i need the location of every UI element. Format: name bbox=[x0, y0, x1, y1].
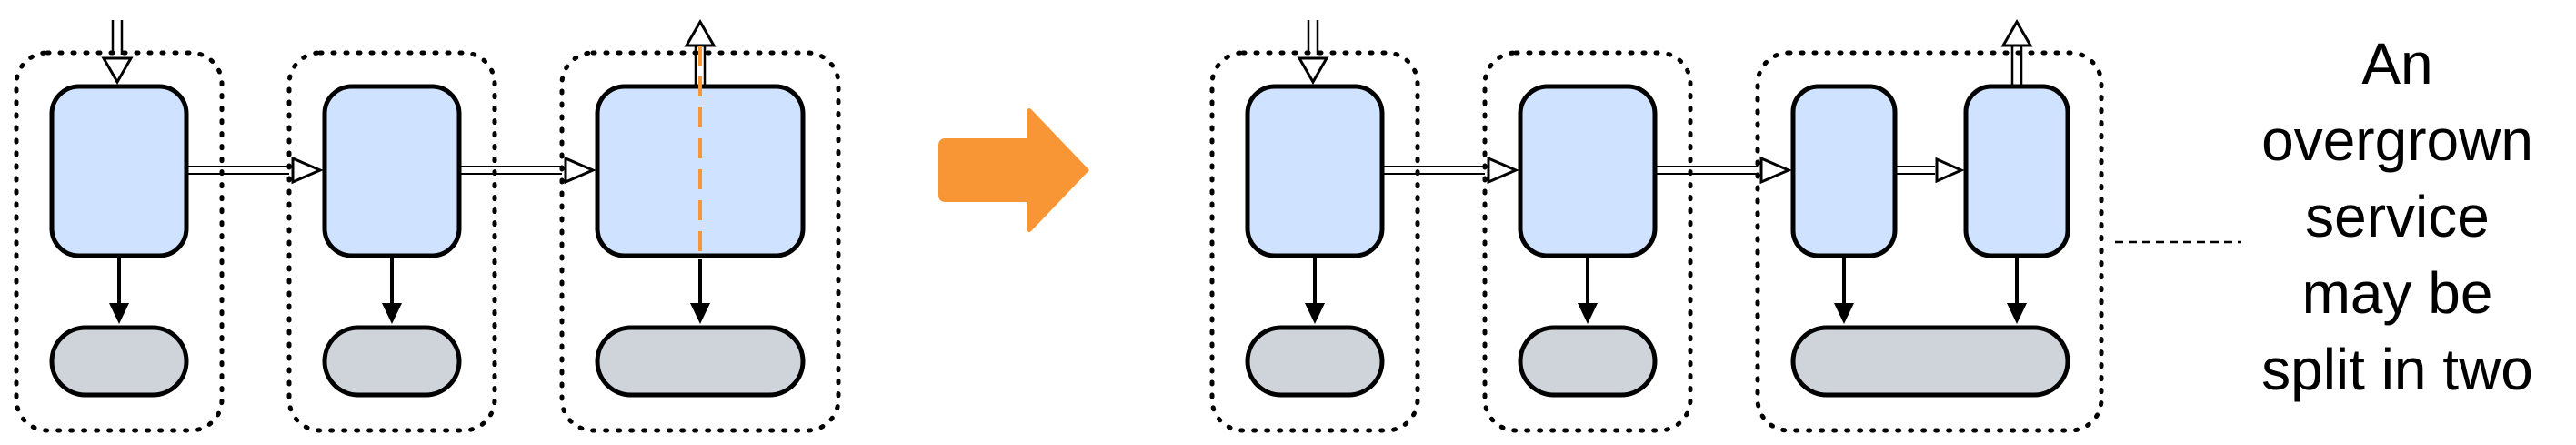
service-connector bbox=[1897, 157, 1965, 184]
caption-line: split in two bbox=[2261, 337, 2533, 402]
split-service-box-b bbox=[1963, 84, 2070, 258]
datastore bbox=[1245, 325, 1385, 398]
service-boundary bbox=[286, 50, 497, 433]
shared-datastore bbox=[1790, 325, 2070, 398]
inbound-arrow bbox=[101, 20, 134, 86]
service-boundary bbox=[1209, 50, 1420, 433]
transform-arrow bbox=[938, 108, 1089, 232]
service-boundary bbox=[559, 50, 841, 433]
service-connector bbox=[461, 156, 596, 185]
service-connector bbox=[1657, 156, 1792, 185]
datastore-arrow bbox=[382, 256, 402, 324]
datastore bbox=[322, 325, 462, 398]
service-boundary bbox=[1755, 50, 2104, 433]
inbound-arrow bbox=[1297, 20, 1329, 86]
before-group bbox=[14, 18, 841, 433]
datastore-arrow bbox=[690, 259, 710, 324]
datastore-arrow bbox=[2007, 256, 2027, 324]
service-box bbox=[322, 84, 462, 258]
datastore bbox=[1518, 325, 1658, 398]
service-connector bbox=[1384, 156, 1519, 185]
service-box bbox=[1518, 84, 1658, 258]
caption-line: may be bbox=[2301, 260, 2493, 326]
service-boundary bbox=[14, 50, 225, 433]
caption: An overgrown service may be split in two bbox=[2219, 25, 2576, 408]
datastore-arrow bbox=[109, 256, 129, 324]
datastore-arrow bbox=[1305, 256, 1325, 324]
service-connector bbox=[188, 156, 324, 185]
service-box bbox=[1245, 84, 1385, 258]
split-service-box-a bbox=[1790, 84, 1898, 258]
caption-line: An bbox=[2361, 31, 2433, 96]
datastore-arrow bbox=[1578, 256, 1598, 324]
caption-line: service bbox=[2305, 184, 2490, 249]
caption-line: overgrown bbox=[2261, 107, 2533, 173]
after-group bbox=[1209, 18, 2241, 433]
datastore bbox=[49, 325, 189, 398]
outbound-arrow bbox=[2000, 18, 2033, 86]
datastore bbox=[595, 325, 806, 398]
service-box bbox=[49, 84, 189, 258]
service-boundary bbox=[1482, 50, 1693, 433]
datastore-arrow bbox=[1834, 256, 1854, 324]
